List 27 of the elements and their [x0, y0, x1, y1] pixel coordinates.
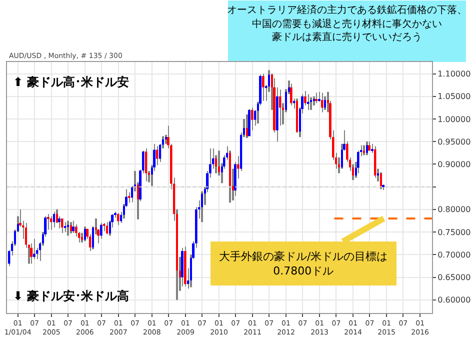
y-tick-label: 0.70000 — [438, 250, 471, 260]
y-tick-label: 0.90000 — [438, 160, 471, 170]
annotation: 大手外銀の豪ドル/米ドルの目標は 0.7800ドル — [219, 250, 388, 278]
annotation: ⬆ 豪ドル高･米ドル安 — [13, 75, 130, 89]
candlestick — [296, 98, 298, 133]
text: オーストラリア経済の主力である鉄鉱石価格の下落、 — [227, 4, 467, 16]
y-tick-label: 1.10000 — [438, 70, 471, 79]
candlestick — [363, 145, 365, 156]
y-tick-label: 0.80000 — [438, 205, 471, 214]
text: 中国の需要も減退と売り材料に事欠かない — [252, 18, 442, 30]
candlestick — [380, 172, 382, 190]
candlestick — [324, 96, 326, 110]
y-tick-label: 1.05000 — [438, 92, 471, 102]
annotation: ⬇ 豪ドル安･米ドル高 — [13, 289, 130, 303]
candlestick — [310, 97, 312, 110]
candlestick — [70, 222, 72, 234]
text: 豪ドルは素直に売りでいいだろう — [272, 31, 422, 43]
y-tick-label: 0.75000 — [438, 228, 471, 237]
candlestick — [366, 142, 368, 156]
y-tick-label: 1.00000 — [438, 114, 471, 124]
candlestick — [246, 114, 248, 138]
candlestick — [201, 191, 203, 222]
y-tick-label: 0.65000 — [438, 273, 471, 282]
candlestick — [84, 226, 86, 242]
y-tick-label: 0.95000 — [438, 137, 471, 146]
candlestick — [67, 220, 69, 236]
y-tick-label: 0.60000 — [438, 296, 471, 305]
